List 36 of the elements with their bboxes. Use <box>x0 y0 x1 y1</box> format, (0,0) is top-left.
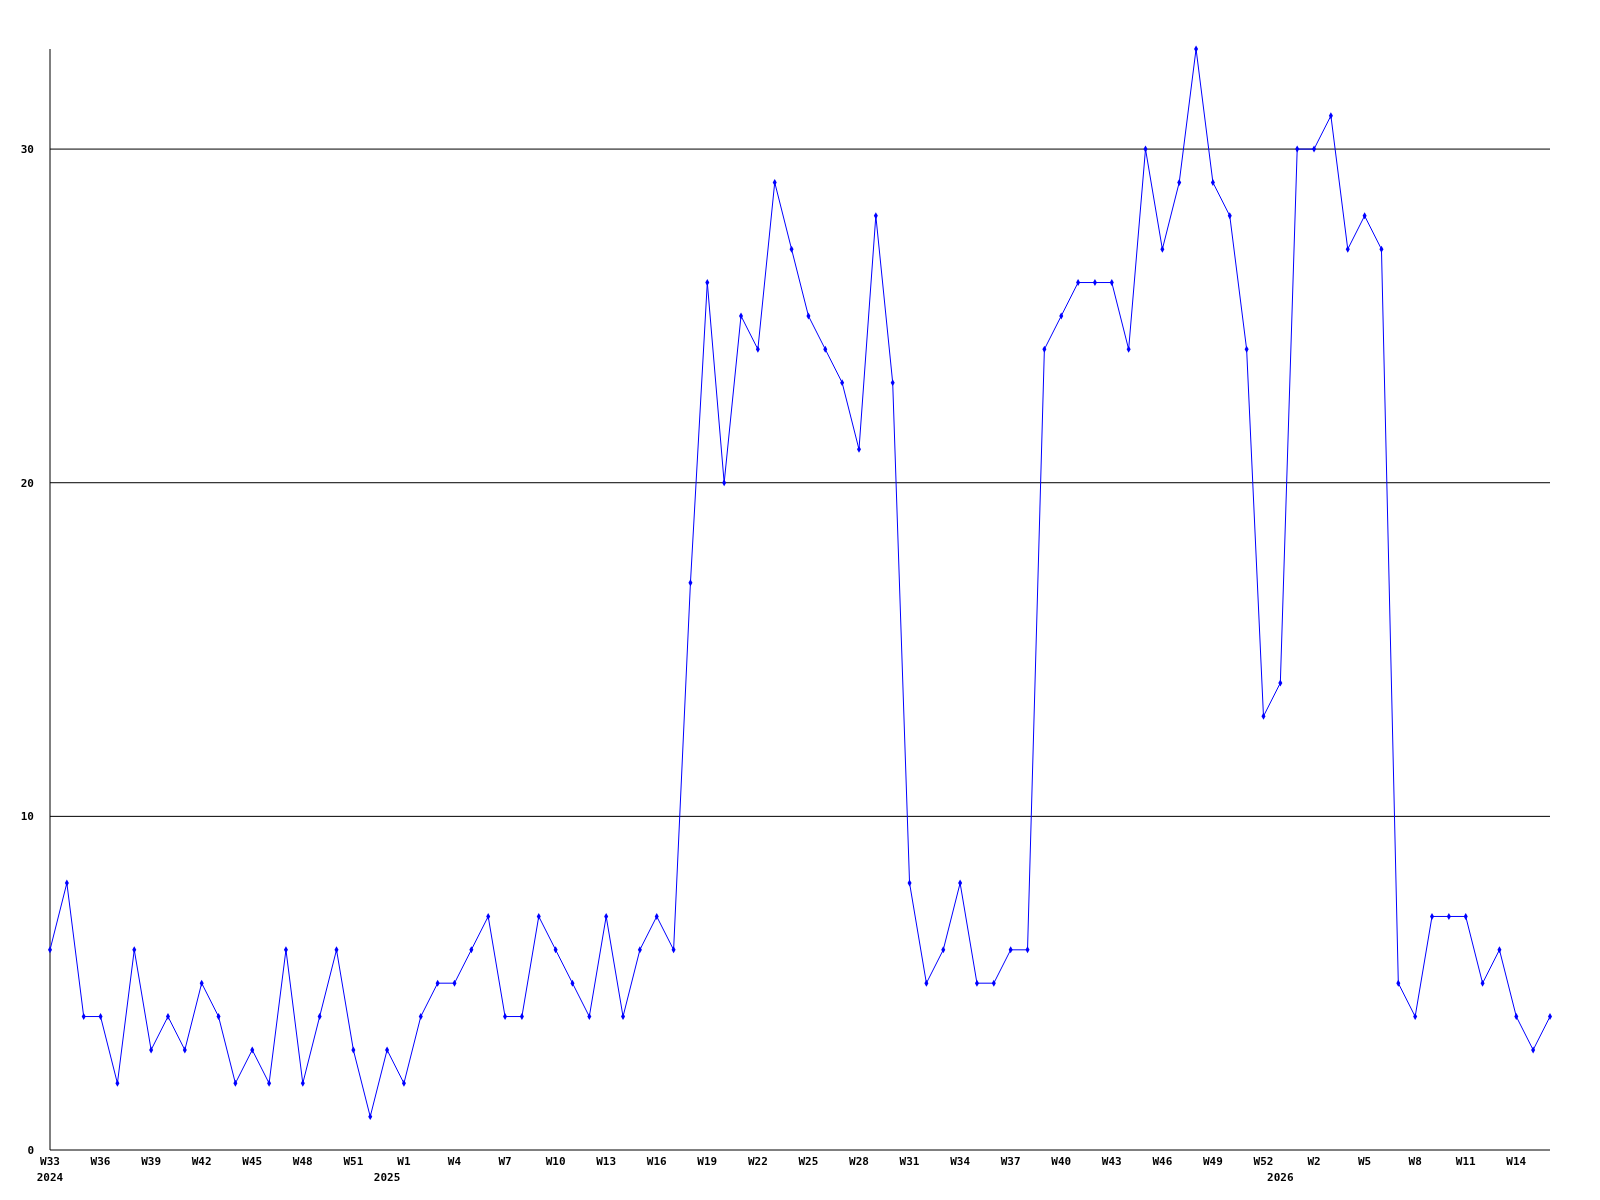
x-tick-label: W4 <box>447 1155 462 1168</box>
x-tick-label: W40 <box>1051 1155 1072 1168</box>
x-tick-label: W28 <box>849 1155 869 1168</box>
x-tick-label: W45 <box>242 1155 263 1168</box>
x-tick-label: W51 <box>343 1155 364 1168</box>
x-tick-label: W37 <box>1000 1155 1021 1168</box>
x-tick-label: W13 <box>596 1155 617 1168</box>
x-tick-label: W48 <box>292 1155 313 1168</box>
x-tick-label: W10 <box>545 1155 566 1168</box>
x-tick-label: W31 <box>899 1155 920 1168</box>
x-tick-label: W2 <box>1307 1155 1321 1168</box>
x-tick-label: W34 <box>950 1155 971 1168</box>
x-tick-label: W46 <box>1152 1155 1173 1168</box>
x-tick-label: W49 <box>1202 1155 1223 1168</box>
x-tick-label: W43 <box>1101 1155 1122 1168</box>
y-tick-label: 10 <box>20 810 34 824</box>
x-tick-label: W14 <box>1506 1155 1527 1168</box>
x-tick-label: W25 <box>798 1155 819 1168</box>
y-tick-label: 0 <box>27 1143 34 1157</box>
x-tick-label: W5 <box>1357 1155 1372 1168</box>
x-tick-label: W16 <box>646 1155 668 1168</box>
x-tick-label: 2025 <box>373 1171 401 1184</box>
x-tick-label: W11 <box>1455 1155 1477 1168</box>
x-tick-label: W33 2024 <box>36 1155 64 1184</box>
x-tick-label: W22 <box>747 1155 768 1168</box>
x-tick-label: 2026 <box>1267 1171 1294 1184</box>
x-tick-label: W8 <box>1408 1155 1422 1168</box>
y-tick-label: 20 <box>20 476 34 490</box>
x-tick-label: W42 <box>191 1155 212 1168</box>
x-tick-label: W7 <box>498 1155 512 1168</box>
x-tick-label: W52 <box>1253 1155 1274 1168</box>
x-tick-label: W36 <box>90 1155 111 1168</box>
x-tick-label: W1 <box>397 1155 411 1168</box>
y-tick-label: 30 <box>20 142 34 156</box>
x-tick-label: W19 <box>697 1155 718 1168</box>
x-tick-label: W39 <box>141 1155 162 1168</box>
